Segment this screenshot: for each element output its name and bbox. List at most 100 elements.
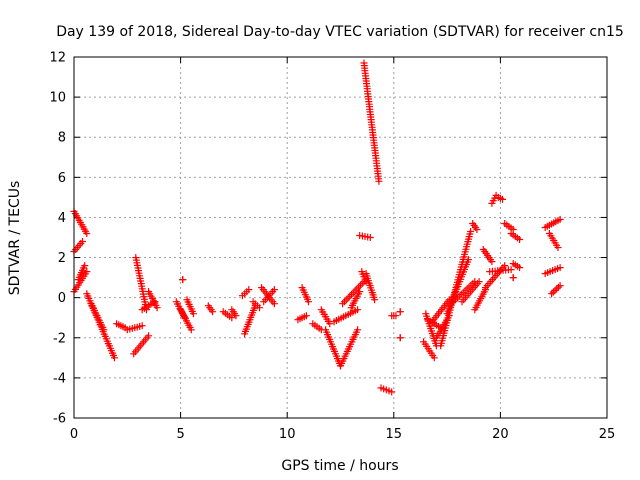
data-point — [111, 354, 118, 362]
series-segment-s40 — [396, 308, 404, 316]
data-point — [553, 285, 561, 293]
series-segment-s11 — [138, 298, 159, 314]
series-segment-s8 — [123, 322, 146, 334]
series-segment-s36 — [356, 232, 374, 241]
data-point — [464, 256, 472, 264]
series-segment-s62 — [541, 215, 564, 231]
x-tick-label: 10 — [279, 427, 296, 442]
series-segment-s54 — [479, 246, 496, 266]
data-point — [556, 282, 564, 290]
chart-title: Day 139 of 2018, Sidereal Day-to-day VTE… — [56, 24, 624, 40]
series-segment-s63 — [545, 230, 562, 251]
data-point — [270, 286, 278, 294]
series-segment-s52 — [469, 220, 481, 233]
series-segment-s27 — [309, 320, 325, 334]
data-point — [356, 288, 364, 296]
series-segment-s61 — [509, 274, 517, 282]
series-segment-s37 — [360, 59, 383, 185]
x-axis-label: GPS time / hours — [281, 458, 398, 474]
series-segment-s12 — [145, 288, 161, 312]
series-segment-s51 — [471, 286, 489, 314]
series-segment-s19 — [228, 306, 240, 320]
x-tick-label: 0 — [70, 427, 78, 442]
y-tick-label: 0 — [58, 291, 66, 306]
data-point — [179, 276, 187, 284]
data-point — [145, 332, 153, 340]
series-segment-s41 — [396, 334, 404, 342]
series-segment-s57 — [486, 266, 515, 276]
data-point — [392, 312, 400, 320]
data-point — [473, 226, 481, 233]
data-point — [189, 310, 197, 318]
series-segment-s60 — [509, 260, 524, 272]
data-point — [475, 278, 483, 286]
data-point — [396, 334, 404, 342]
y-tick-label: 8 — [58, 131, 66, 146]
data-point — [548, 290, 556, 298]
data-point — [348, 291, 355, 298]
data-point — [270, 300, 278, 308]
series-segment-s31 — [330, 306, 362, 326]
series-segment-s14 — [177, 306, 195, 334]
data-points — [70, 59, 564, 396]
series-segment-s58 — [501, 220, 517, 233]
data-point — [501, 262, 509, 270]
series-segment-s17 — [204, 302, 217, 316]
series-segment-s15 — [183, 296, 197, 318]
series-segment-s65 — [548, 282, 564, 298]
series-segment-s35 — [362, 270, 379, 304]
plot-frame — [73, 56, 608, 419]
y-tick-label: -6 — [53, 412, 66, 427]
data-point — [153, 304, 161, 312]
data-point — [516, 236, 524, 243]
data-point — [302, 312, 310, 320]
series-segment-s18 — [219, 308, 236, 322]
data-point — [375, 177, 383, 185]
y-tick-label: 4 — [58, 211, 66, 226]
data-point — [256, 304, 263, 312]
data-point — [467, 228, 475, 235]
data-point — [228, 314, 236, 322]
y-tick-label: 10 — [49, 91, 66, 106]
data-point — [366, 234, 374, 241]
x-tick-label: 15 — [386, 427, 403, 442]
series-segment-s16 — [179, 276, 187, 284]
series-segment-s4 — [74, 262, 89, 284]
data-point — [371, 296, 379, 304]
series-segment-s56 — [494, 193, 506, 203]
data-point — [488, 258, 496, 266]
x-tick-label: 5 — [176, 427, 184, 442]
data-point — [138, 322, 146, 330]
data-point — [83, 230, 91, 237]
y-tick-label: 2 — [58, 251, 66, 266]
grid-lines — [74, 57, 607, 418]
data-point — [83, 268, 91, 276]
data-point — [396, 308, 404, 316]
series-segment-s26 — [298, 284, 312, 306]
data-point — [554, 244, 562, 251]
data-point — [187, 326, 195, 334]
data-point — [516, 264, 524, 272]
data-point — [232, 312, 240, 320]
data-point — [388, 388, 396, 396]
x-tick-label: 25 — [599, 427, 616, 442]
data-point — [100, 326, 108, 334]
data-point — [554, 283, 562, 291]
series-segment-s59 — [507, 230, 524, 243]
data-point — [509, 274, 517, 282]
data-point — [326, 320, 334, 328]
series-segment-s64 — [541, 264, 564, 278]
data-point — [356, 281, 364, 289]
data-point — [556, 215, 564, 223]
series-segment-s42 — [420, 338, 438, 362]
series-segment-s39 — [388, 312, 400, 320]
axis-ticks: 0 5 10 15 20 25 -6 -4 -2 0 2 4 6 8 10 12 — [49, 51, 615, 443]
data-point — [556, 264, 564, 272]
data-point — [245, 286, 253, 294]
data-point — [507, 266, 515, 274]
series-segment-s22 — [249, 298, 263, 312]
series-segment-s33 — [347, 288, 364, 312]
y-tick-label: -4 — [53, 371, 66, 386]
series-segment-s25 — [294, 312, 310, 324]
